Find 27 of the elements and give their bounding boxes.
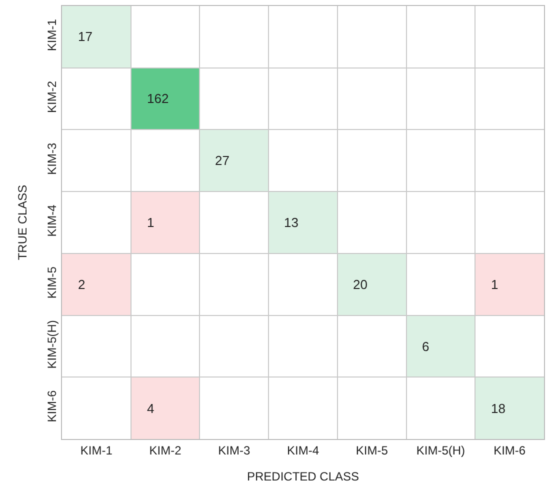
- x-tick-label: KIM-5: [356, 443, 388, 458]
- y-tick-label: KIM-5: [45, 266, 60, 299]
- x-tick-label: KIM-4: [286, 443, 320, 458]
- data-label: 13: [284, 215, 298, 230]
- y-tick-label: KIM-3: [45, 142, 60, 175]
- data-label: 1: [491, 277, 498, 292]
- x-axis-title: PREDICTED CLASS: [246, 469, 360, 484]
- data-label: 2: [78, 277, 86, 292]
- x-tick-label: KIM-3: [218, 443, 250, 458]
- data-label: 1: [147, 215, 154, 230]
- x-tick-label: KIM-1: [80, 443, 113, 458]
- data-label: 4: [147, 401, 154, 416]
- y-tick-label: KIM-4: [45, 204, 60, 237]
- y-tick-label: KIM-1: [45, 18, 60, 52]
- y-tick-label: KIM-2: [45, 80, 60, 113]
- data-label: 6: [422, 339, 430, 354]
- data-label: 162: [147, 91, 169, 106]
- y-tick-label: KIM-5(H): [45, 320, 60, 369]
- x-tick-label: KIM-2: [149, 443, 182, 458]
- data-label: 18: [491, 401, 506, 416]
- data-label: 20: [353, 277, 368, 292]
- data-label: 27: [215, 153, 230, 168]
- x-tick-label: KIM-5(H): [416, 443, 466, 458]
- data-label: 17: [78, 29, 92, 44]
- x-tick-label: KIM-6: [494, 443, 526, 458]
- y-tick-label: KIM-6: [45, 390, 60, 422]
- y-axis-title: TRUE CLASS: [16, 184, 30, 260]
